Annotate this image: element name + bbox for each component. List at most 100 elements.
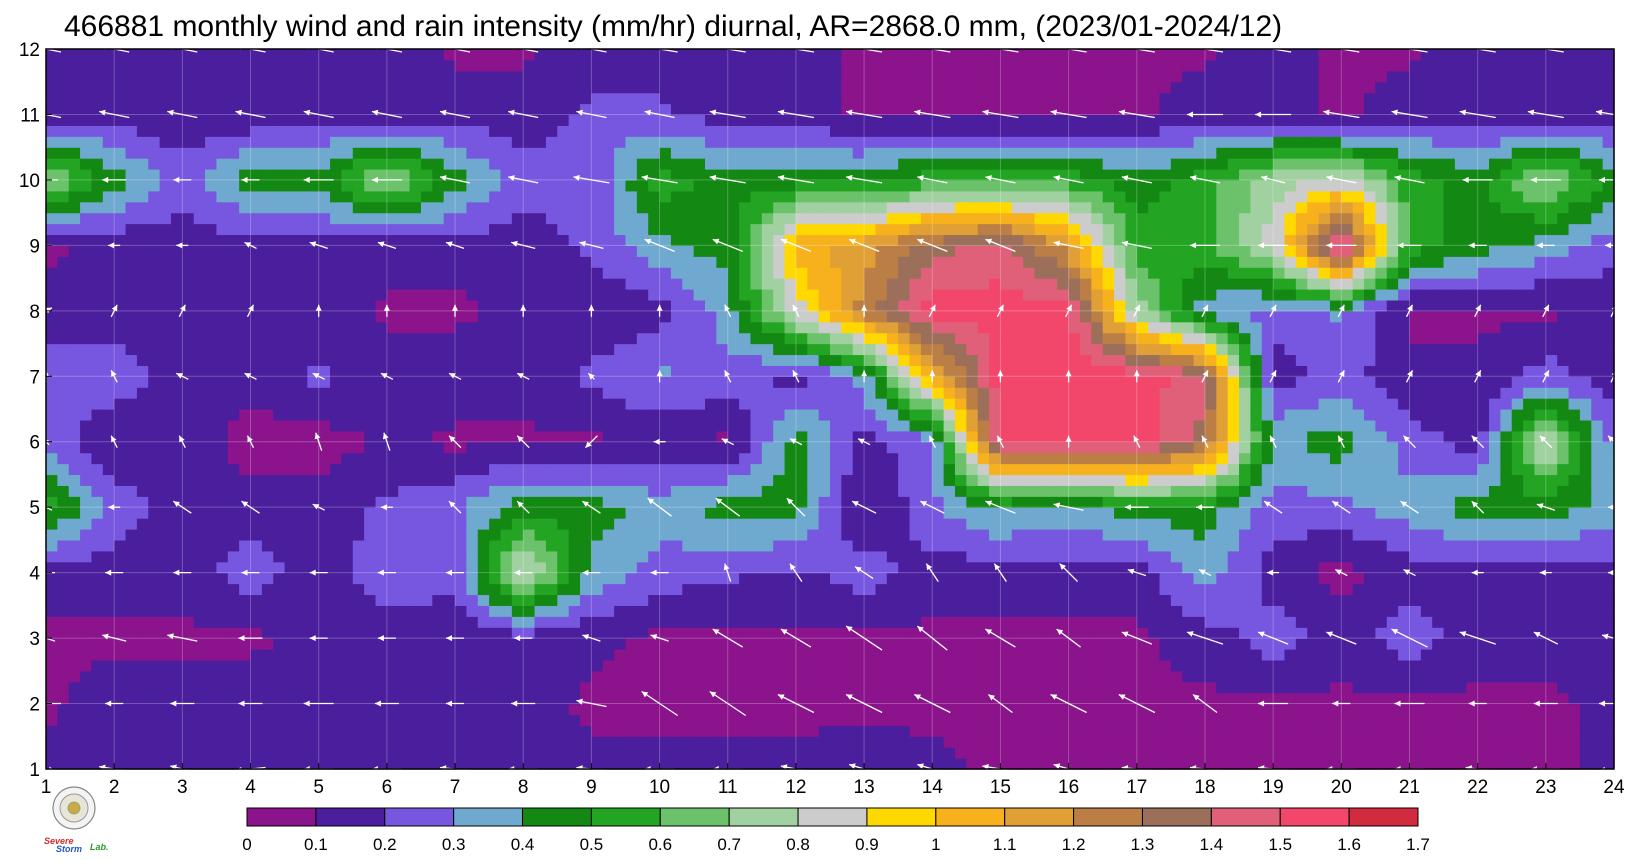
- contour-cell: [352, 81, 365, 94]
- contour-cell: [57, 299, 70, 312]
- contour-cell: [91, 485, 104, 497]
- contour-cell: [864, 299, 877, 312]
- contour-cell: [409, 649, 422, 661]
- contour-cell: [807, 572, 820, 585]
- contour-cell: [466, 496, 479, 508]
- contour-cell: [477, 136, 490, 148]
- contour-cell: [409, 299, 422, 312]
- contour-cell: [455, 256, 467, 268]
- contour-cell: [443, 49, 456, 61]
- contour-cell: [193, 747, 206, 759]
- contour-cell: [716, 714, 729, 726]
- contour-cell: [68, 529, 81, 541]
- contour-cell: [68, 136, 81, 148]
- contour-cell: [159, 452, 172, 465]
- contour-cell: [750, 758, 763, 770]
- contour-cell: [830, 649, 842, 661]
- contour-cell: [455, 70, 467, 83]
- contour-cell: [261, 507, 274, 519]
- contour-cell: [602, 398, 615, 410]
- contour-cell: [716, 561, 729, 574]
- contour-cell: [125, 332, 138, 345]
- contour-cell: [705, 659, 717, 672]
- contour-cell: [875, 583, 888, 596]
- contour-cell: [91, 452, 104, 465]
- contour-cell: [716, 136, 729, 148]
- contour-cell: [852, 81, 865, 94]
- contour-cell: [830, 354, 842, 366]
- contour-cell: [114, 234, 127, 246]
- contour-cell: [568, 234, 581, 246]
- contour-cell: [455, 321, 467, 334]
- contour-cell: [659, 485, 672, 497]
- contour-cell: [511, 267, 524, 279]
- contour-cell: [761, 201, 774, 214]
- contour-cell: [455, 496, 467, 508]
- contour-cell: [739, 659, 752, 672]
- contour-cell: [159, 441, 172, 454]
- contour-cell: [557, 103, 570, 116]
- contour-cell: [670, 638, 683, 650]
- contour-cell: [341, 332, 354, 345]
- contour-cell: [761, 136, 774, 148]
- contour-cell: [102, 147, 115, 159]
- contour-cell: [466, 692, 479, 705]
- contour-cell: [159, 703, 172, 716]
- contour-cell: [114, 594, 127, 606]
- contour-cell: [716, 681, 729, 694]
- contour-cell: [784, 343, 797, 356]
- contour-cell: [227, 529, 240, 541]
- contour-cell: [80, 299, 93, 312]
- contour-cell: [375, 681, 388, 694]
- contour-cell: [898, 496, 911, 508]
- contour-cell: [795, 463, 808, 476]
- contour-cell: [886, 376, 899, 388]
- contour-cell: [545, 758, 558, 770]
- contour-cell: [216, 278, 229, 290]
- contour-cell: [239, 92, 252, 105]
- contour-cell: [545, 125, 558, 137]
- contour-cell: [580, 539, 592, 552]
- contour-cell: [443, 169, 456, 181]
- contour-cell: [261, 114, 274, 126]
- contour-cell: [625, 234, 638, 246]
- contour-cell: [523, 518, 536, 530]
- contour-cell: [477, 463, 490, 476]
- contour-cell: [568, 583, 581, 596]
- contour-cell: [307, 474, 320, 486]
- contour-cell: [489, 496, 502, 508]
- contour-cell: [591, 452, 604, 465]
- contour-cell: [739, 310, 752, 323]
- contour-cell: [864, 267, 877, 279]
- contour-cell: [511, 343, 524, 356]
- contour-cell: [227, 419, 240, 432]
- contour-cell: [716, 616, 729, 628]
- contour-cell: [841, 649, 854, 661]
- contour-cell: [352, 299, 365, 312]
- contour-cell: [727, 419, 740, 432]
- contour-cell: [182, 201, 195, 214]
- contour-cell: [511, 125, 524, 137]
- contour-cell: [489, 550, 502, 563]
- contour-cell: [830, 376, 842, 388]
- contour-cell: [295, 234, 308, 246]
- contour-cell: [852, 179, 865, 192]
- contour-cell: [852, 92, 865, 105]
- contour-cell: [466, 81, 479, 94]
- contour-cell: [545, 572, 558, 585]
- contour-cell: [57, 452, 70, 465]
- contour-cell: [250, 441, 263, 454]
- contour-cell: [614, 169, 627, 181]
- contour-cell: [205, 81, 218, 94]
- contour-cell: [773, 267, 786, 279]
- contour-cell: [625, 659, 638, 672]
- contour-cell: [852, 49, 865, 61]
- contour-cell: [648, 376, 661, 388]
- contour-cell: [341, 158, 354, 170]
- contour-cell: [636, 496, 649, 508]
- contour-cell: [852, 70, 865, 83]
- contour-cell: [750, 147, 763, 159]
- contour-cell: [193, 725, 206, 737]
- contour-cell: [864, 190, 877, 203]
- contour-cell: [307, 703, 320, 716]
